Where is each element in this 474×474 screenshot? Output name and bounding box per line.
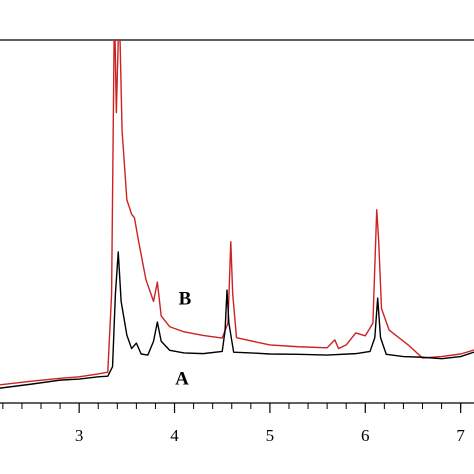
x-tick-label: 6 xyxy=(361,426,370,445)
series-line xyxy=(0,251,474,389)
x-tick-label: 3 xyxy=(75,426,84,445)
series-label: A xyxy=(175,368,189,389)
plot-area xyxy=(0,40,474,389)
x-tick-label: 5 xyxy=(266,426,275,445)
series-label: B xyxy=(179,288,192,309)
x-tick-label: 4 xyxy=(170,426,179,445)
series-line xyxy=(0,40,474,386)
x-tick-label: 7 xyxy=(456,426,465,445)
